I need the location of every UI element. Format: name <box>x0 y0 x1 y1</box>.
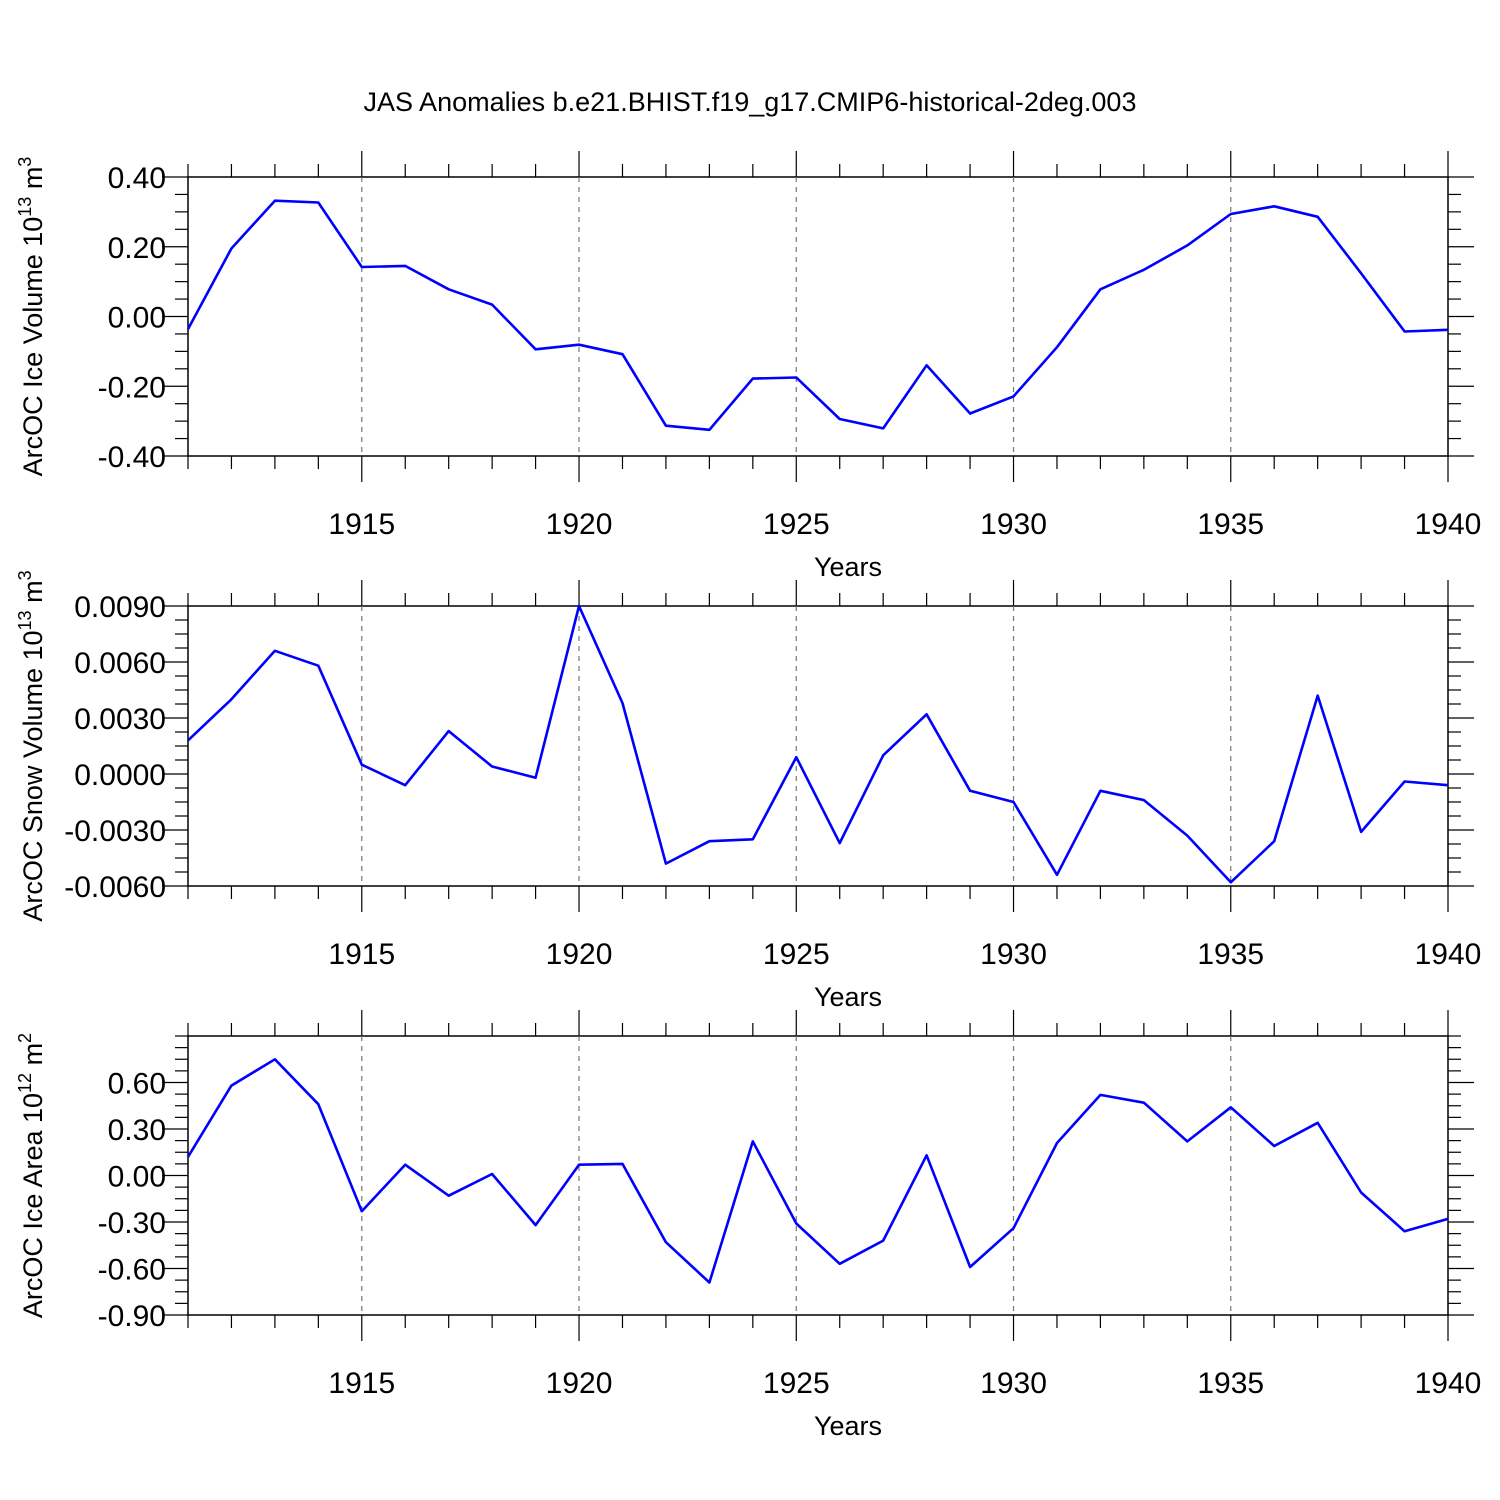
y-tick-label: 0.00 <box>108 1161 166 1194</box>
x-tick-label: 1935 <box>1197 508 1264 541</box>
x-tick-label: 1940 <box>1415 508 1482 541</box>
series-line <box>186 199 1449 432</box>
y-tick-label: -0.20 <box>98 371 166 404</box>
y-tick-label: -0.0060 <box>64 871 166 904</box>
x-tick-label: 1915 <box>328 938 395 971</box>
series-line <box>187 604 1449 884</box>
y-tick-label: -0.0030 <box>64 815 166 848</box>
x-axis-label: Years <box>814 552 882 582</box>
y-tick-label: 0.20 <box>108 232 166 265</box>
panel-2: 1915 1920 1925 1930 1935 1940 Years -0.0060 -0.0… <box>15 570 1481 1012</box>
y-tick-label: -0.30 <box>98 1207 166 1240</box>
x-tick-label: 1940 <box>1415 1367 1482 1400</box>
x-tick-label: 1930 <box>980 938 1047 971</box>
y-axis-label: ArcOC Ice Volume 1013 m3 <box>15 157 48 477</box>
x-tick-label: 1925 <box>763 508 830 541</box>
x-tick-label: 1920 <box>546 938 613 971</box>
y-tick-label: 0.0030 <box>74 703 166 736</box>
y-tick-label: 0.0090 <box>74 591 166 624</box>
panel-3: 1915 1920 1925 1930 1935 1940 Years -0.90 -0.60 -… <box>15 1010 1481 1441</box>
x-tick-label: 1925 <box>763 1367 830 1400</box>
x-tick-label: 1930 <box>980 1367 1047 1400</box>
y-tick-label: -0.60 <box>98 1254 166 1287</box>
y-tick-label: -0.90 <box>98 1300 166 1333</box>
x-tick-label: 1935 <box>1197 938 1264 971</box>
chart-title: JAS Anomalies b.e21.BHIST.f19_g17.CMIP6-… <box>364 87 1137 117</box>
y-tick-label: -0.40 <box>98 441 166 474</box>
plot-frame <box>187 176 1449 457</box>
y-tick-label: 0.00 <box>108 302 166 335</box>
y-axis-label: ArcOC Snow Volume 1013 m3 <box>15 570 48 921</box>
x-tick-label: 1940 <box>1415 938 1482 971</box>
x-tick-label: 1915 <box>328 1367 395 1400</box>
y-tick-label: 0.40 <box>108 162 166 195</box>
x-tick-label: 1935 <box>1197 1367 1264 1400</box>
plot-frame <box>187 1035 1449 1316</box>
x-tick-label: 1920 <box>546 508 613 541</box>
x-axis-label: Years <box>814 1411 882 1441</box>
x-tick-label: 1925 <box>763 938 830 971</box>
y-tick-label: 0.0060 <box>74 647 166 680</box>
y-tick-label: 0.30 <box>108 1114 166 1147</box>
y-axis-label: ArcOC Ice Area 1012 m2 <box>15 1033 48 1318</box>
x-axis-label: Years <box>814 982 882 1012</box>
y-tick-label: 0.0000 <box>74 759 166 792</box>
y-tick-label: 0.60 <box>108 1068 166 1101</box>
x-tick-label: 1915 <box>328 508 395 541</box>
x-tick-label: 1930 <box>980 508 1047 541</box>
x-tick-label: 1920 <box>546 1367 613 1400</box>
plot-frame <box>187 605 1449 887</box>
series-line <box>186 1058 1449 1284</box>
panel-1: 1915 1920 1925 1930 1935 1940 Years -0.40 -0.20 0… <box>15 151 1481 582</box>
